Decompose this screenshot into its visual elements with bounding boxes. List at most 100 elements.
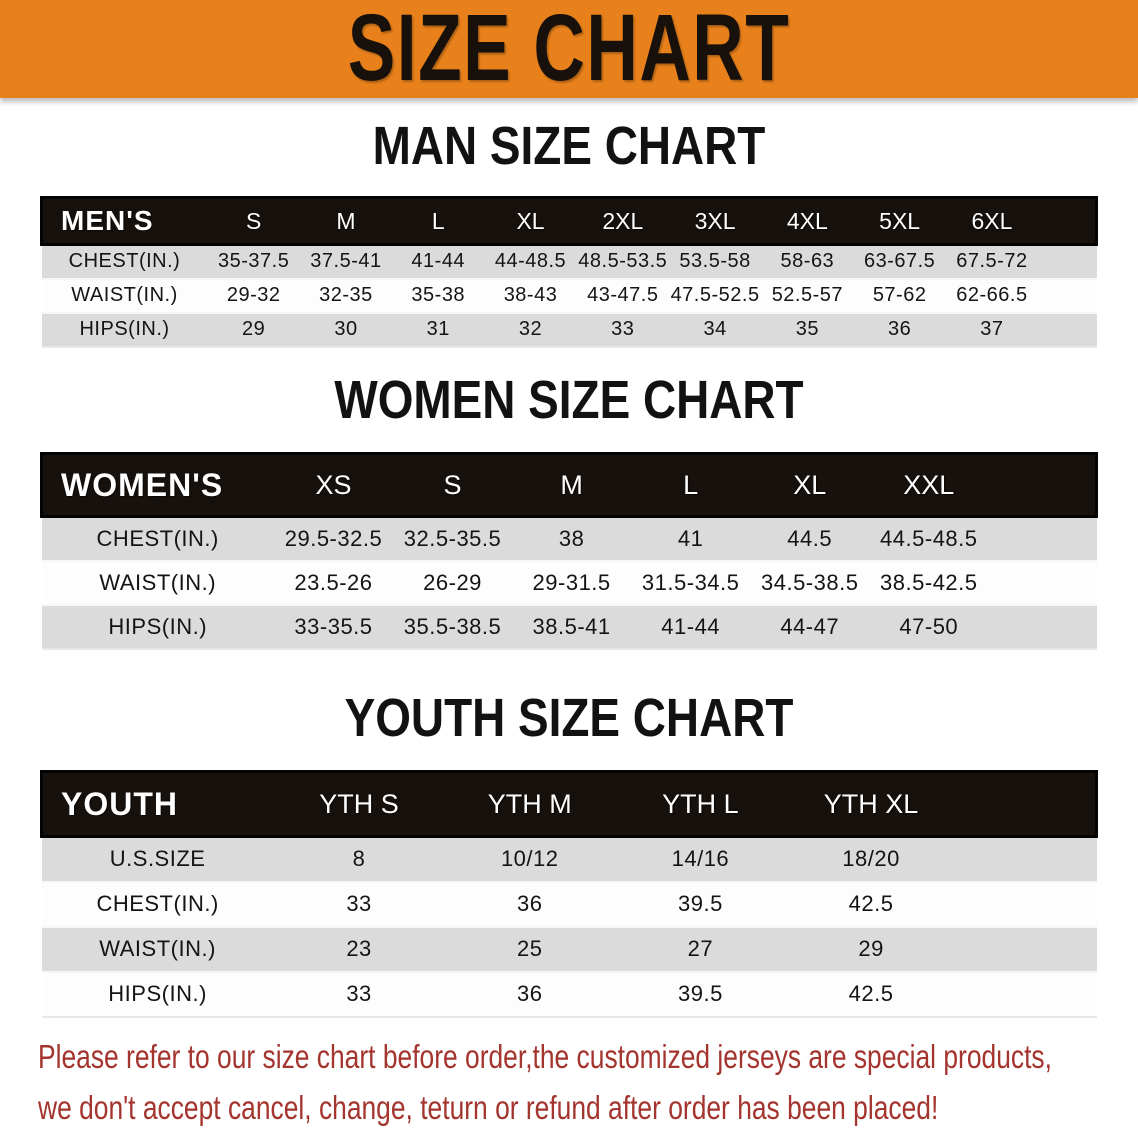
- size-value: 53.5-58: [679, 250, 751, 273]
- size-value: 38.5-42.5: [880, 569, 978, 595]
- table-header-row: WOMEN'S XS S M L XL XXL: [41, 453, 1097, 517]
- size-column-header: 4XL: [786, 207, 828, 234]
- measurement-row: CHEST(IN.) 35-37.5 37.5-41 41-44 44-48.5 48.5…: [41, 244, 1097, 279]
- size-value: 37.5-41: [310, 250, 382, 273]
- women-section-title-text: WOMEN SIZE CHART: [334, 370, 804, 430]
- size-value: 42.5: [848, 981, 894, 1006]
- size-column-header: YTH XL: [823, 788, 919, 819]
- row-trailing-spacer: [988, 517, 1096, 561]
- measurement-row: WAIST(IN.) 23 25 27 29: [41, 926, 1097, 972]
- table-corner-label: MEN'S: [61, 205, 154, 236]
- size-value: 47.5-52.5: [670, 284, 760, 306]
- measurement-row: WAIST(IN.) 23.5-26 26-29 29-31.5 31.5-34.5 34…: [41, 560, 1097, 605]
- size-value: 38.5-41: [532, 613, 611, 639]
- measurement-row: WAIST(IN.) 29-32 32-35 35-38 38-43 43-47.5 47.…: [41, 278, 1097, 313]
- size-value: 8: [352, 846, 366, 872]
- row-label: HIPS(IN.): [108, 981, 207, 1006]
- size-value: 43-47.5: [587, 284, 659, 306]
- youth-size-table: YOUTH YTH S YTH M YTH L YTH XL U.S.SIZE 8 10/12…: [40, 770, 1098, 1018]
- header-trailing-spacer: [988, 454, 1096, 517]
- size-value: 36: [888, 318, 912, 340]
- row-trailing-spacer: [1038, 313, 1096, 347]
- row-label: WAIST(IN.): [99, 569, 217, 595]
- size-value: 38: [558, 525, 585, 551]
- row-label: U.S.SIZE: [109, 846, 206, 872]
- size-value: 39.5: [677, 891, 723, 916]
- disclaimer-row: we don't accept cancel, change, teturn o…: [38, 1082, 1128, 1132]
- size-value: 33-35.5: [294, 613, 373, 639]
- size-value: 39.5: [677, 981, 723, 1006]
- table-header-row: YOUTH YTH S YTH M YTH L YTH XL: [41, 771, 1097, 837]
- size-value: 32.5-35.5: [403, 525, 502, 551]
- row-trailing-spacer: [988, 561, 1096, 605]
- banner: SIZE CHART: [0, 0, 1138, 98]
- size-value: 44.5: [787, 525, 833, 551]
- row-label: HIPS(IN.): [108, 613, 208, 639]
- size-value: 62-66.5: [956, 284, 1028, 306]
- size-value: 29: [858, 936, 884, 961]
- size-value: 33: [346, 981, 372, 1006]
- size-value: 23.5-26: [294, 569, 373, 595]
- size-column-header: YTH S: [319, 788, 399, 819]
- disclaimer-line-1: Please refer to our size chart before or…: [38, 1038, 1052, 1075]
- size-column-header: M: [560, 469, 583, 500]
- measurement-row: CHEST(IN.) 29.5-32.5 32.5-35.5 38 41 44.5 44.5…: [41, 516, 1097, 561]
- table-corner-label: YOUTH: [61, 785, 178, 822]
- measurement-row: HIPS(IN.) 29 30 31 32 33 34 35 36 37: [41, 312, 1097, 347]
- banner-title: SIZE CHART: [347, 0, 791, 101]
- row-trailing-spacer: [956, 837, 1096, 882]
- size-column-header: L: [683, 469, 699, 500]
- size-column-header: XL: [516, 207, 545, 234]
- size-value: 35.5-38.5: [403, 613, 502, 639]
- size-value: 25: [516, 936, 543, 961]
- header-trailing-spacer: [956, 772, 1096, 837]
- size-value: 14/16: [671, 846, 730, 872]
- row-trailing-spacer: [1038, 245, 1096, 279]
- size-value: 36: [516, 981, 543, 1006]
- women-size-table: WOMEN'S XS S M L XL XXL CHEST(IN.) 29.5-32.5 32.5…: [40, 452, 1098, 650]
- size-value: 29.5-32.5: [284, 525, 383, 551]
- row-trailing-spacer: [956, 972, 1096, 1017]
- size-column-header: YTH M: [487, 788, 572, 819]
- row-trailing-spacer: [1038, 279, 1096, 313]
- size-column-header: 6XL: [971, 207, 1013, 234]
- size-value: 44-47: [780, 613, 840, 639]
- size-value: 32-35: [319, 284, 373, 306]
- size-value: 33: [611, 318, 635, 340]
- size-value: 29-31.5: [532, 569, 611, 595]
- size-column-header: L: [431, 207, 445, 234]
- size-column-header: XL: [793, 469, 827, 500]
- size-value: 23: [346, 936, 372, 961]
- youth-section-title: YOUTH SIZE CHART: [0, 690, 1138, 746]
- women-section-title: WOMEN SIZE CHART: [0, 372, 1138, 428]
- disclaimer-line-2: we don't accept cancel, change, teturn o…: [38, 1089, 939, 1126]
- size-value: 33: [346, 891, 372, 916]
- header-trailing-spacer: [1038, 198, 1096, 245]
- size-value: 44-48.5: [494, 250, 567, 273]
- size-value: 35-37.5: [218, 250, 290, 273]
- size-value: 41-44: [411, 250, 466, 273]
- men-section-title-text: MAN SIZE CHART: [372, 116, 766, 176]
- size-value: 41-44: [661, 613, 721, 639]
- size-value: 27: [687, 936, 714, 961]
- size-value: 41: [677, 525, 704, 551]
- size-value: 38-43: [503, 284, 558, 306]
- size-value: 42.5: [848, 891, 894, 916]
- measurement-row: HIPS(IN.) 33 36 39.5 42.5: [41, 971, 1097, 1017]
- table-corner-label: WOMEN'S: [61, 466, 224, 503]
- row-trailing-spacer: [956, 927, 1096, 972]
- size-column-header: 5XL: [879, 207, 921, 234]
- size-value: 29-32: [226, 284, 281, 306]
- size-value: 31.5-34.5: [641, 569, 740, 595]
- table-header-row: MEN'S S M L XL 2XL 3XL 4XL 5XL 6XL: [41, 197, 1097, 245]
- row-label: CHEST(IN.): [68, 250, 181, 273]
- size-value: 52.5-57: [771, 284, 844, 306]
- size-value: 31: [426, 318, 450, 340]
- size-value: 10/12: [500, 846, 559, 872]
- size-column-header: XS: [315, 469, 352, 500]
- size-column-header: S: [246, 207, 262, 234]
- size-column-header: 3XL: [694, 207, 736, 234]
- size-column-header: YTH L: [662, 788, 739, 819]
- measurement-row: CHEST(IN.) 33 36 39.5 42.5: [41, 881, 1097, 927]
- size-value: 48.5-53.5: [578, 250, 668, 273]
